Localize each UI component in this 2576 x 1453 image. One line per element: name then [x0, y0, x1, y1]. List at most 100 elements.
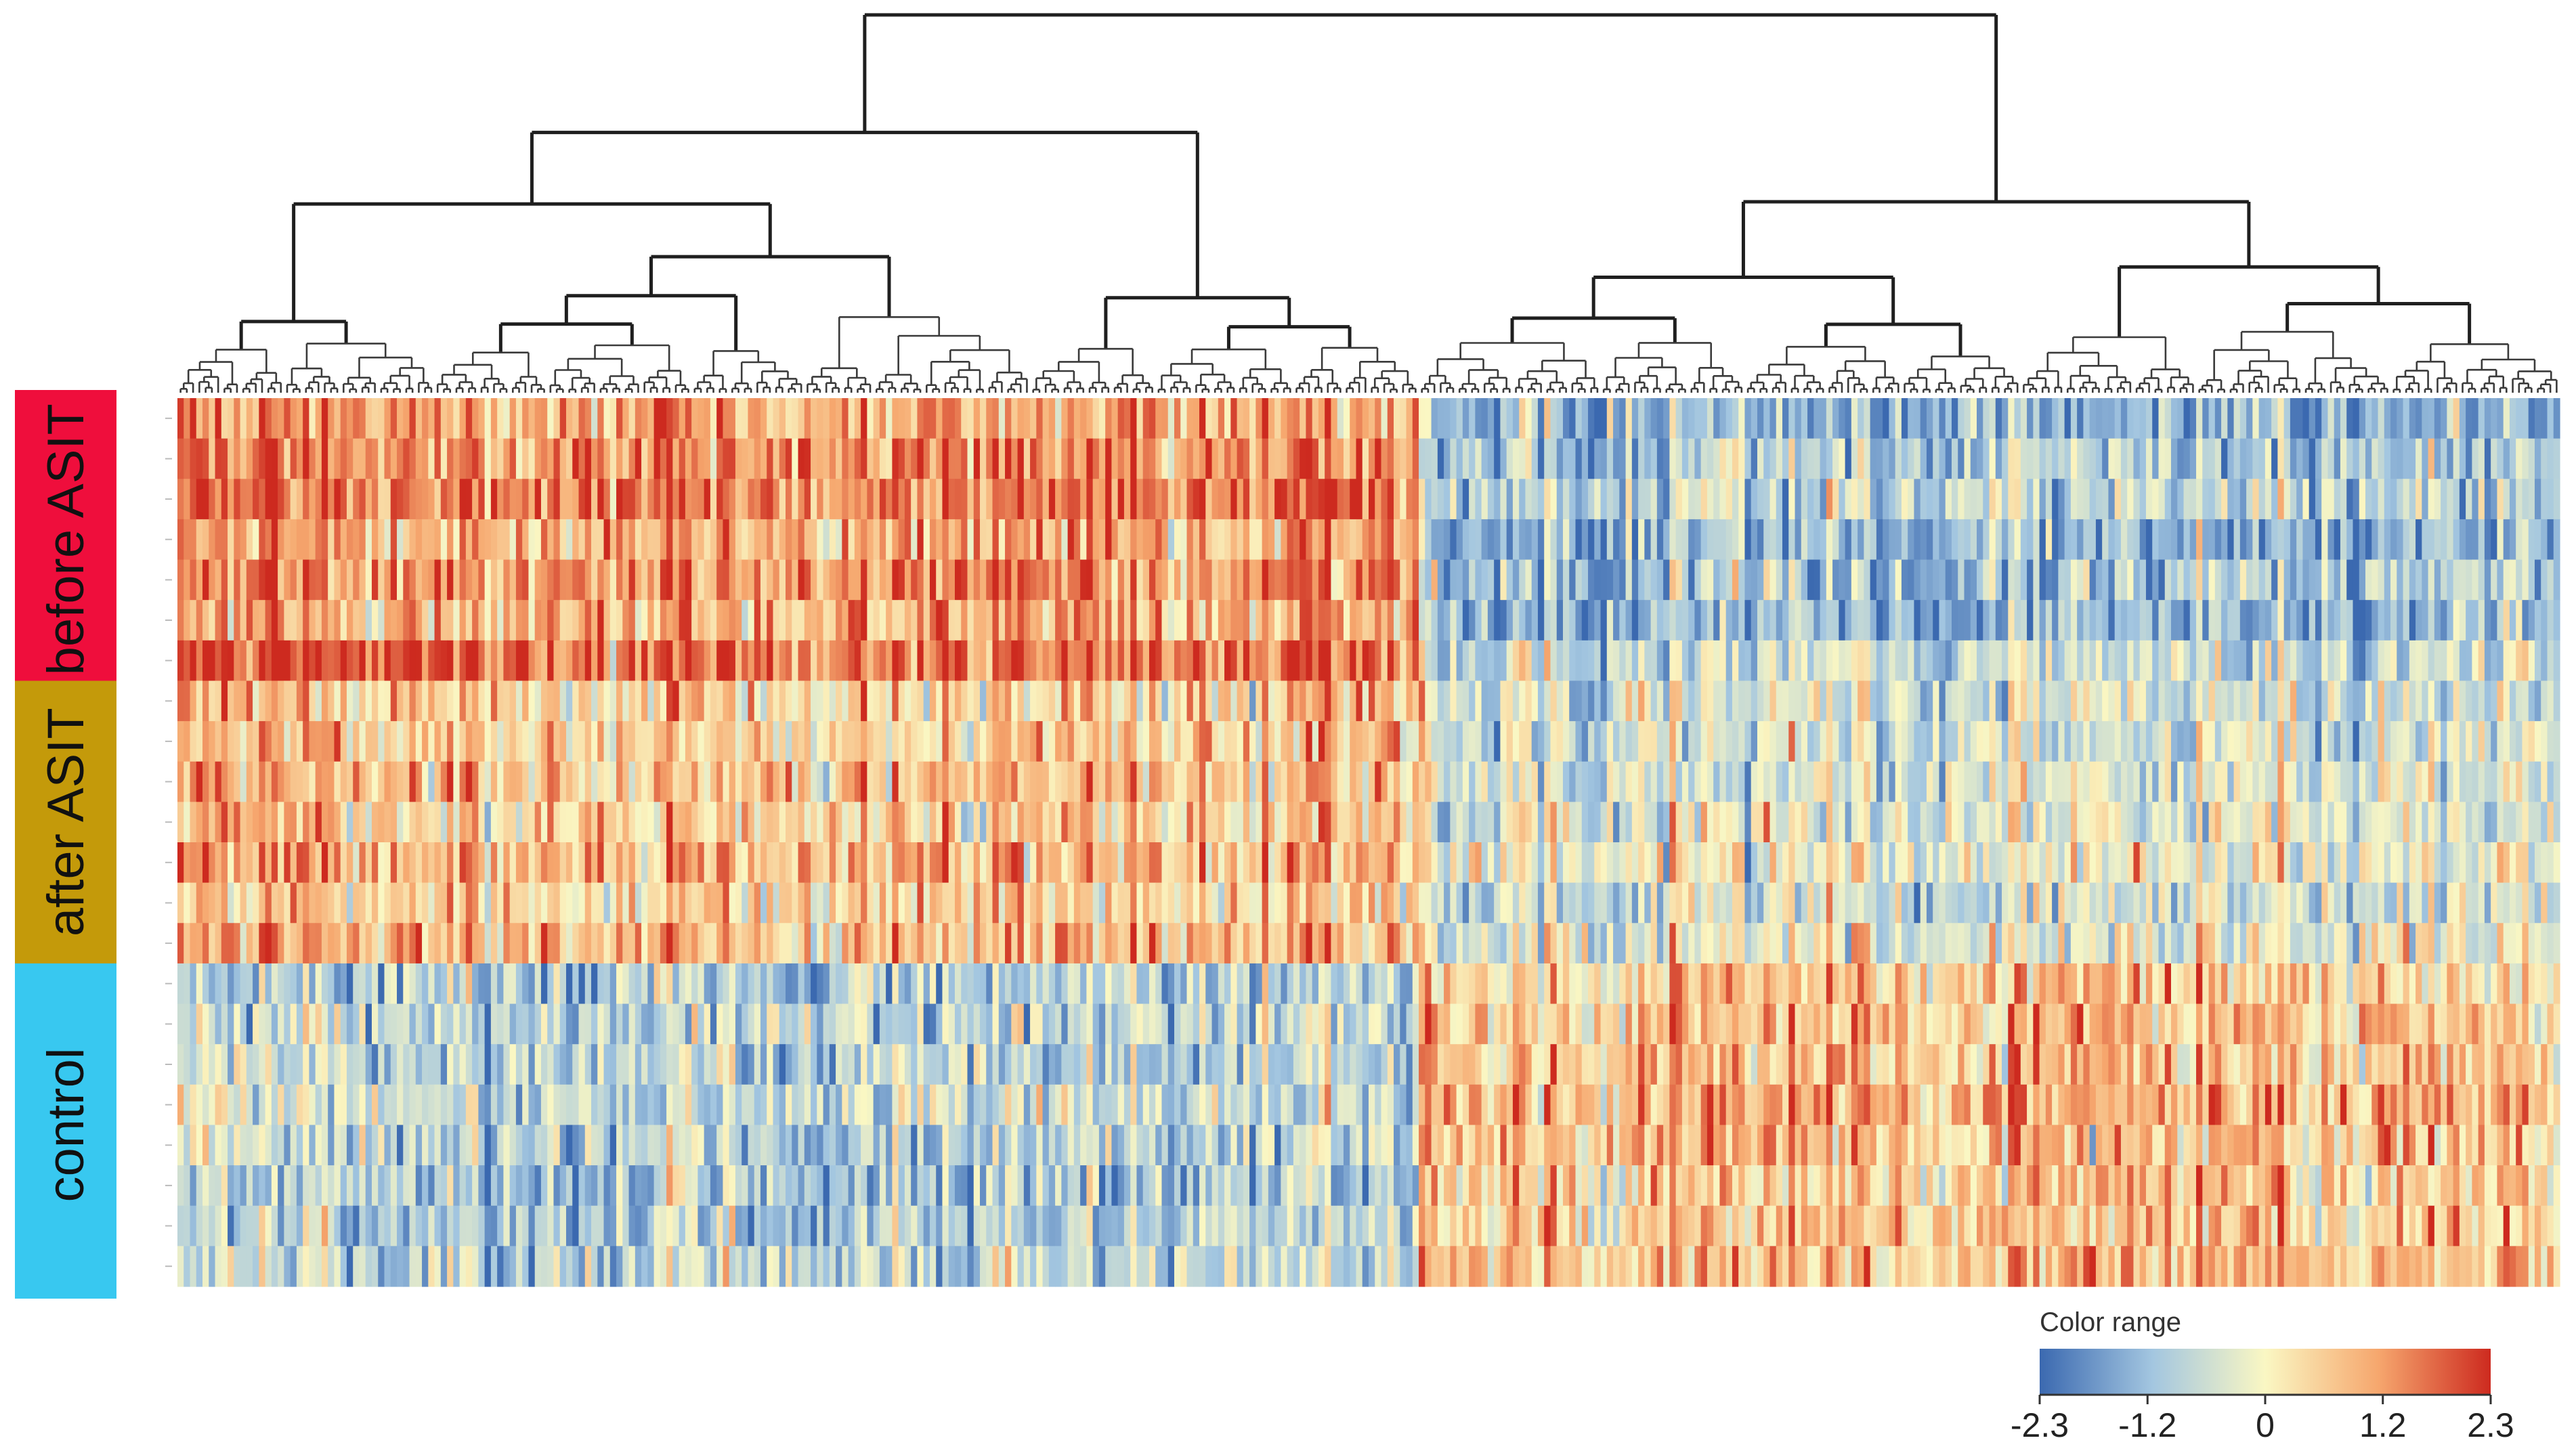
heatmap-cell	[540, 721, 548, 762]
heatmap-cell	[484, 519, 492, 561]
heatmap-cell	[1362, 640, 1369, 682]
heatmap-cell	[967, 398, 974, 439]
heatmap-cell	[735, 640, 742, 682]
heatmap-cell	[2422, 479, 2429, 520]
heatmap-cell	[904, 600, 911, 641]
heatmap-cell	[215, 479, 222, 520]
heatmap-cell	[1086, 519, 1094, 561]
heatmap-cell	[1167, 600, 1175, 641]
heatmap-cell	[2120, 479, 2128, 520]
heatmap-cell	[1425, 479, 1432, 520]
heatmap-cell	[2491, 479, 2498, 520]
heatmap-cell	[948, 600, 956, 641]
heatmap-cell	[798, 438, 805, 479]
heatmap-cell	[2064, 438, 2071, 479]
heatmap-cell	[2365, 479, 2372, 520]
heatmap-cell	[1117, 398, 1125, 439]
heatmap-cell	[1575, 600, 1583, 641]
heatmap-cell	[2020, 479, 2027, 520]
heatmap-cell	[1732, 559, 1739, 601]
heatmap-cell	[591, 680, 598, 722]
heatmap-cell	[2252, 479, 2260, 520]
heatmap-cell	[1306, 600, 1313, 641]
heatmap-cell	[190, 479, 197, 520]
heatmap-cell	[1017, 640, 1025, 682]
heatmap-cell	[2246, 721, 2253, 762]
heatmap-cell	[490, 398, 498, 439]
heatmap-cell	[1562, 559, 1570, 601]
heatmap-cell	[415, 559, 423, 601]
heatmap-cell	[672, 600, 680, 641]
heatmap-cell	[1005, 640, 1012, 682]
heatmap-cell	[1638, 680, 1645, 722]
heatmap-cell	[1475, 519, 1482, 561]
heatmap-cell	[202, 721, 209, 762]
heatmap-cell	[1537, 761, 1545, 802]
heatmap-cell	[1588, 721, 1595, 762]
heatmap-cell	[284, 802, 291, 843]
heatmap-cell	[1594, 640, 1602, 682]
heatmap-cell	[704, 559, 711, 601]
heatmap-cell	[315, 600, 322, 641]
heatmap-cell	[911, 438, 918, 479]
heatmap-cell	[609, 438, 617, 479]
heatmap-cell	[303, 680, 310, 722]
heatmap-cell	[484, 398, 492, 439]
heatmap-cell	[760, 721, 767, 762]
heatmap-cell	[2534, 721, 2541, 762]
heatmap-cell	[2196, 680, 2203, 722]
heatmap-cell	[403, 479, 410, 520]
heatmap-cell	[1826, 519, 1833, 561]
heatmap-cell	[1537, 559, 1545, 601]
heatmap-cell	[861, 600, 867, 641]
heatmap-cell	[397, 761, 404, 802]
heatmap-cell	[584, 559, 592, 601]
heatmap-cell	[453, 479, 460, 520]
heatmap-cell	[253, 479, 259, 520]
heatmap-cell	[1983, 479, 1990, 520]
heatmap-cell	[2258, 721, 2266, 762]
heatmap-cell	[365, 802, 372, 843]
heatmap-cell	[597, 761, 605, 802]
heatmap-cell	[1751, 398, 1758, 439]
heatmap-cell	[2077, 761, 2084, 802]
heatmap-cell	[2453, 640, 2460, 682]
heatmap-cell	[2384, 600, 2391, 641]
heatmap-cell	[303, 721, 310, 762]
heatmap-cell	[2202, 761, 2210, 802]
heatmap-cell	[1983, 398, 1990, 439]
heatmap-cell	[798, 519, 805, 561]
heatmap-cell	[1807, 479, 1814, 520]
heatmap-cell	[2484, 479, 2491, 520]
heatmap-cell	[1369, 519, 1375, 561]
heatmap-cell	[353, 559, 360, 601]
heatmap-cell	[422, 721, 429, 762]
heatmap-cell	[917, 761, 924, 802]
heatmap-cell	[1186, 519, 1194, 561]
heatmap-cell	[2296, 398, 2304, 439]
heatmap-cell	[378, 761, 385, 802]
heatmap-cell	[848, 519, 855, 561]
heatmap-cell	[1751, 438, 1758, 479]
heatmap-cell	[792, 761, 799, 802]
heatmap-cell	[1738, 398, 1746, 439]
heatmap-cell	[1350, 519, 1357, 561]
heatmap-cell	[691, 761, 699, 802]
heatmap-cell	[616, 398, 623, 439]
heatmap-cell	[2296, 761, 2304, 802]
heatmap-cell	[2045, 640, 2053, 682]
heatmap-cell	[1017, 479, 1025, 520]
heatmap-cell	[1180, 761, 1188, 802]
heatmap-cell	[2547, 761, 2554, 802]
heatmap-cell	[2315, 761, 2322, 802]
heatmap-cell	[2083, 398, 2090, 439]
heatmap-cell	[190, 680, 197, 722]
heatmap-cell	[1073, 398, 1081, 439]
heatmap-cell	[942, 680, 949, 722]
heatmap-cell	[490, 761, 498, 802]
heatmap-cell	[1487, 479, 1495, 520]
heatmap-cell	[2052, 600, 2059, 641]
heatmap-cell	[1970, 519, 1977, 561]
heatmap-cell	[2145, 438, 2153, 479]
heatmap-cell	[397, 600, 404, 641]
